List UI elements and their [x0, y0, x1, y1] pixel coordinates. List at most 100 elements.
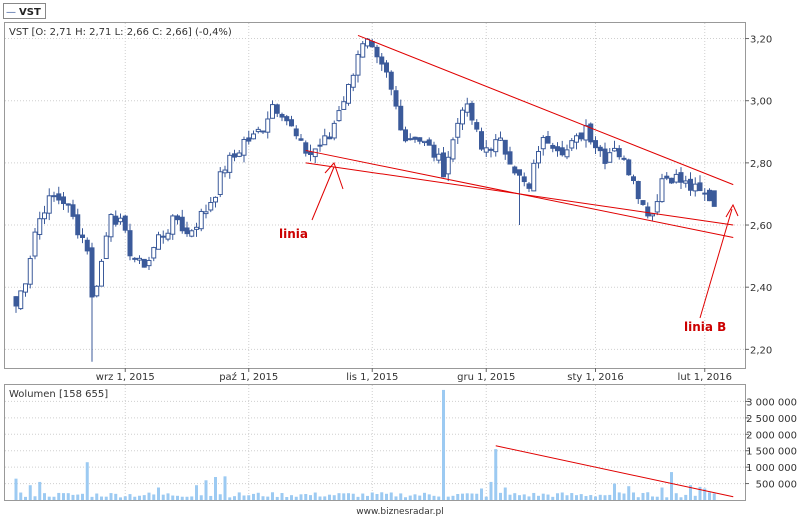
volume-bar: [76, 494, 80, 500]
volume-bar: [38, 481, 42, 500]
candle-body: [184, 227, 190, 235]
trendline-upper: [357, 34, 734, 186]
volume-bar: [522, 494, 526, 500]
volume-bar: [104, 496, 108, 500]
candle-body: [555, 146, 560, 152]
price-tick-label: 2,20: [750, 345, 772, 356]
volume-trendline: [495, 445, 734, 498]
volume-bar: [413, 494, 417, 500]
x-tick-label: wrz 1, 2015: [96, 372, 155, 383]
candle-body: [635, 181, 641, 200]
candle-body: [108, 214, 114, 238]
candle-body: [13, 296, 19, 307]
candle-body: [374, 46, 380, 58]
volume-bar: [627, 486, 631, 500]
candle-body: [360, 43, 366, 58]
candle-body: [631, 176, 636, 182]
volume-bar: [437, 496, 441, 500]
candle-body: [664, 175, 670, 179]
candle-body: [208, 201, 214, 211]
candle-body: [336, 110, 342, 122]
candle-body: [227, 154, 233, 173]
volume-bar: [180, 496, 184, 500]
volume-bar: [380, 492, 384, 500]
candle-body: [279, 113, 285, 118]
candle-body: [460, 109, 465, 125]
volume-bar: [541, 493, 545, 500]
candle-body: [350, 74, 356, 88]
volume-bar: [394, 496, 398, 500]
candle-body: [217, 171, 223, 196]
candle-body: [89, 247, 95, 298]
candle-body: [612, 147, 617, 152]
candle-body: [203, 211, 209, 215]
volume-bar: [152, 494, 156, 500]
price-tick-label: 2,60: [750, 221, 772, 232]
candle-body: [621, 157, 627, 160]
volume-bar: [698, 486, 702, 500]
volume-bar: [133, 496, 137, 500]
volume-bar: [299, 494, 303, 500]
candle-body: [479, 131, 484, 150]
volume-bar: [228, 497, 232, 500]
volume-bar: [114, 493, 118, 500]
legend-ticker: VST: [19, 7, 41, 18]
candle-body: [493, 139, 499, 153]
candle-body: [474, 122, 480, 130]
volume-bar: [351, 493, 355, 500]
volume-bar: [24, 496, 27, 500]
candle-body: [711, 190, 717, 207]
candle-body: [483, 147, 489, 153]
candle-body: [412, 136, 418, 140]
volume-bar: [109, 493, 113, 500]
volume-bar: [423, 492, 426, 500]
candle-body: [564, 149, 570, 158]
candles: [13, 38, 717, 362]
candle-body: [688, 178, 693, 191]
x-tick-label: sty 1, 2016: [567, 372, 623, 383]
candle-body: [593, 140, 598, 149]
volume-bar: [294, 496, 298, 500]
candle-body: [322, 135, 328, 146]
candle-body: [455, 122, 461, 138]
volume-bar: [128, 494, 132, 500]
volume-bar: [508, 494, 512, 500]
volume-bars: [14, 389, 716, 500]
volume-bar: [370, 492, 374, 500]
candle-body: [602, 148, 608, 164]
volume-bar: [527, 496, 531, 500]
volume-bar: [389, 492, 393, 500]
candle-body: [194, 226, 199, 230]
candle-body: [379, 56, 385, 65]
volume-bar: [418, 495, 422, 500]
candle-body: [65, 203, 71, 206]
candle-body: [707, 189, 712, 202]
volume-bar: [43, 493, 46, 500]
candle-body: [103, 235, 109, 260]
candle-body: [303, 142, 309, 154]
volume-bar: [404, 497, 407, 500]
volume-bar: [385, 493, 388, 500]
volume-bar: [427, 494, 431, 500]
volume-bar: [309, 495, 312, 500]
volume-bar: [617, 492, 621, 500]
volume-bar: [660, 487, 664, 500]
candle-body: [403, 129, 408, 142]
volume-bar: [651, 496, 654, 500]
volume-bar: [199, 495, 203, 500]
volume-bar: [285, 497, 289, 500]
volume-bar: [556, 493, 559, 500]
candle-body: [683, 180, 689, 184]
volume-bar: [66, 493, 70, 500]
trendlines: [305, 34, 734, 498]
volume-bar: [176, 495, 179, 500]
volume-tick-label: 1 000 000: [746, 463, 797, 474]
volume-tick-label: 2 500 000: [746, 414, 797, 425]
volume-bar: [266, 496, 270, 500]
volume-bar: [185, 496, 189, 500]
volume-title: Wolumen [158 655]: [9, 389, 108, 400]
arrow-linia-b: [699, 208, 733, 319]
candle-body: [574, 135, 579, 143]
candle-body: [308, 151, 313, 155]
volume-bar: [85, 462, 89, 500]
